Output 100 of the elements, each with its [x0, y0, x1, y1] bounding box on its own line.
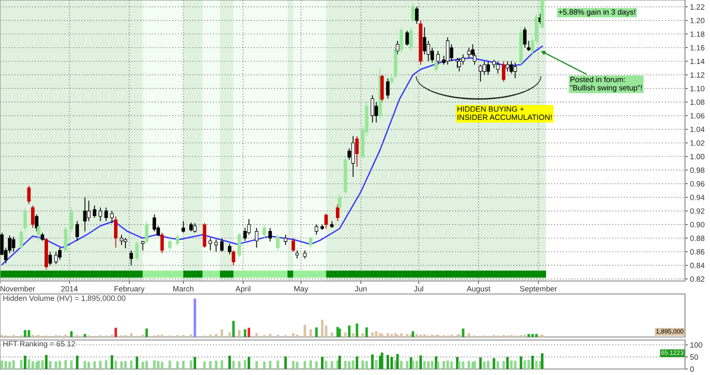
- candlestick: [370, 94, 374, 123]
- bar: [160, 362, 164, 369]
- bar: [244, 329, 246, 337]
- bar: [41, 360, 44, 369]
- bar: [520, 356, 522, 369]
- candlestick: [411, 2, 415, 22]
- bar: [535, 334, 538, 337]
- bar: [356, 324, 358, 337]
- candlestick: [351, 136, 355, 178]
- bar: [458, 361, 460, 369]
- candlestick: [176, 234, 180, 246]
- bar: [292, 333, 295, 337]
- candlestick: [268, 228, 272, 242]
- candlestick: [20, 230, 23, 250]
- candlestick: [409, 26, 413, 52]
- candlestick: [478, 64, 482, 82]
- bar: [535, 360, 538, 369]
- bar: [450, 361, 453, 369]
- bar: [375, 331, 378, 337]
- candlestick: [48, 251, 52, 266]
- bar: [309, 329, 312, 337]
- bar: [292, 361, 295, 369]
- bar: [8, 362, 11, 369]
- bar: [156, 361, 160, 369]
- bar: [430, 360, 434, 369]
- candlestick: [144, 220, 148, 244]
- candlestick: [208, 238, 212, 251]
- candlestick: [214, 239, 218, 252]
- candlestick: [386, 78, 390, 100]
- bar: [145, 328, 148, 337]
- bar: [88, 362, 90, 369]
- bar: [352, 360, 354, 369]
- bar: [365, 327, 368, 337]
- bar: [483, 362, 486, 369]
- bar: [263, 362, 266, 369]
- candlestick: [338, 193, 342, 212]
- candlestick: [92, 205, 96, 218]
- bar: [0, 360, 4, 369]
- bar: [400, 360, 403, 369]
- bar: [371, 354, 374, 369]
- bar: [255, 361, 258, 369]
- bar: [296, 362, 298, 369]
- candlestick: [254, 228, 258, 248]
- bar: [255, 333, 258, 337]
- candlestick: [415, 6, 419, 24]
- bar: [362, 360, 364, 369]
- candlestick: [308, 236, 312, 248]
- bar: [248, 328, 250, 337]
- bar: [390, 356, 393, 369]
- bar: [276, 360, 280, 369]
- bar: [20, 360, 22, 369]
- candlestick: [98, 207, 102, 222]
- candlestick: [324, 213, 328, 230]
- candlestick: [238, 232, 241, 258]
- bar: [238, 330, 241, 337]
- bar: [45, 354, 48, 369]
- bar: [348, 325, 351, 337]
- candlestick: [220, 238, 224, 252]
- bar: [423, 361, 426, 369]
- bar: [412, 331, 414, 337]
- bar: [436, 362, 440, 369]
- bar: [356, 356, 358, 369]
- bar: [412, 360, 414, 369]
- bar: [70, 360, 73, 369]
- bar: [48, 361, 52, 369]
- bar: [362, 333, 364, 337]
- bar: [442, 361, 446, 369]
- candlestick: [436, 50, 440, 66]
- candlestick: [64, 226, 68, 252]
- bar: [462, 328, 464, 337]
- candlestick: [400, 26, 404, 54]
- candlestick: [120, 234, 124, 246]
- candlestick: [461, 54, 465, 66]
- candlestick: [446, 37, 450, 66]
- bar: [136, 356, 138, 369]
- candlestick: [506, 60, 510, 72]
- bar: [479, 357, 482, 369]
- bar: [114, 328, 118, 337]
- candlestick: [87, 200, 90, 222]
- candlestick: [486, 60, 490, 76]
- bar: [220, 329, 224, 337]
- candlestick: [456, 57, 460, 68]
- bar: [176, 361, 179, 369]
- candlestick: [405, 30, 409, 46]
- candlestick: [276, 234, 280, 251]
- bar: [130, 360, 132, 369]
- bar: [540, 353, 544, 369]
- bar: [168, 360, 172, 369]
- bar: [315, 361, 318, 369]
- bar: [416, 360, 418, 369]
- bar: [406, 334, 408, 337]
- bar: [130, 333, 132, 337]
- bar: [4, 361, 8, 369]
- bar: [110, 355, 114, 369]
- candlestick: [202, 222, 206, 248]
- candlestick: [292, 238, 296, 252]
- bar: [24, 330, 26, 337]
- candlestick: [396, 40, 400, 55]
- candlestick: [228, 243, 232, 255]
- bar: [32, 361, 34, 369]
